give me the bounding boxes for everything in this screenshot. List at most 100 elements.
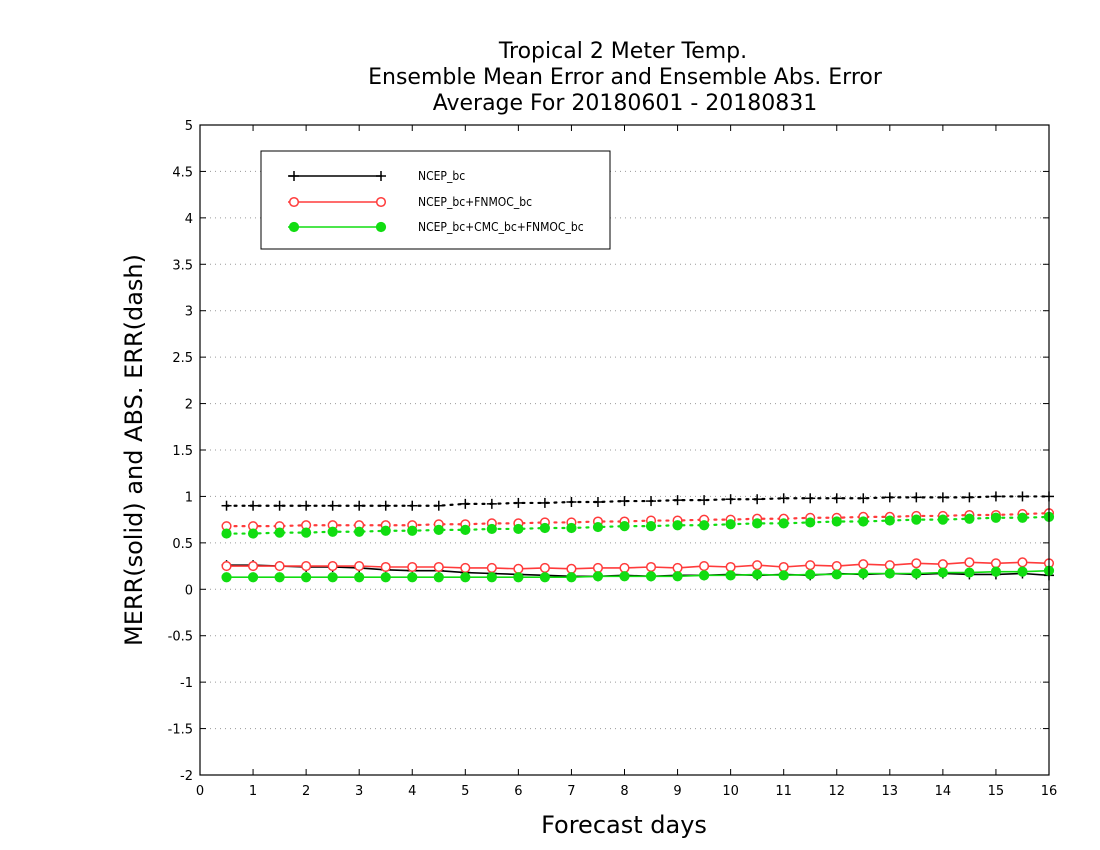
legend-label: NCEP_bc+CMC_bc+FNMOC_bc [418,220,584,234]
x-axis: 0 1 2 3 4 5 6 7 8 9 10 11 12 13 14 15 16 [196,125,1057,799]
legend-marker [288,221,300,233]
y-tick-label: -2 [180,769,193,784]
x-tick-label: 15 [988,784,1005,799]
y-tick-label: 2.5 [172,351,193,366]
abs-err-line [225,512,1051,528]
merr-point [1017,557,1028,568]
merr-point [407,561,418,573]
y-tick-label: 0 [185,583,193,598]
abs-err-point [990,491,1001,502]
legend-entry: NCEP_bc [288,169,465,183]
merr-point [725,561,736,573]
legend: NCEP_bc NCEP_bc+FNMOC_bc NCEP_bc+CMC_bc+FN… [260,150,611,250]
y-tick-label: 3 [185,305,193,320]
abs-err-point [646,496,657,507]
merr-point [407,572,418,583]
abs-err-point [725,494,736,505]
merr-point [937,567,948,578]
merr-point [592,562,604,573]
abs-err-point [831,516,842,527]
merr-point [433,561,444,573]
abs-err-line [225,515,1051,535]
y-tick-label: 3.5 [172,258,193,273]
abs-err-point [964,513,975,524]
abs-err-point [513,523,524,535]
merr-line [226,569,1050,579]
merr-point [884,568,895,579]
merr-point [327,572,338,583]
merr-point [858,559,869,570]
abs-err-point [592,521,604,533]
abs-err-point [513,497,524,508]
abs-err-point [911,492,922,503]
y-axis-label: MERR(solid) and ABS. ERR(dash) [120,254,148,646]
series-abs-err-0 [221,491,1054,511]
y-tick-label: 4 [185,212,193,227]
y-tick-label: -0.5 [168,630,193,645]
x-tick-label: 16 [1041,784,1058,799]
x-tick-label: 0 [196,784,204,799]
merr-point [725,570,736,581]
title-line-2: Ensemble Mean Error and Ensemble Abs. Er… [368,65,883,90]
x-tick-label: 10 [722,784,739,799]
merr-point [964,557,975,568]
merr-point [460,572,471,583]
series-merr-1 [221,557,1055,574]
x-tick-label: 8 [620,784,628,799]
abs-err-point [1017,512,1028,523]
y-tick-label: 2 [185,398,193,413]
plot-area [221,491,1055,583]
merr-point [486,562,497,573]
abs-err-point [407,525,418,536]
abs-err-point [831,493,842,504]
legend-marker [375,221,387,233]
x-tick-label: 3 [355,784,363,799]
merr-point [539,572,551,583]
legend-box [260,150,611,250]
merr-point [990,566,1002,577]
abs-err-point [619,496,630,507]
abs-err-point [460,524,471,535]
legend-label: NCEP_bc+FNMOC_bc [418,195,532,209]
title-line-3: Average For 20180601 - 20180831 [433,91,818,116]
merr-point [752,560,763,571]
abs-err-point [486,498,497,509]
abs-err-point [248,500,259,511]
y-tick-label: -1.5 [168,723,193,738]
abs-err-point [990,512,1002,523]
abs-err-point [858,493,869,504]
abs-err-point [858,516,869,527]
abs-err-point [327,526,338,537]
abs-err-point [1017,491,1028,502]
title-line-1: Tropical 2 Meter Temp. [498,39,747,64]
merr-point [380,561,391,573]
merr-point [247,572,259,583]
merr-point [645,561,657,573]
abs-err-point [486,523,497,535]
merr-point [513,563,524,574]
merr-point [990,558,1001,569]
y-tick-label: 4.5 [172,165,193,180]
merr-point [380,572,391,583]
merr-point [460,562,471,573]
x-tick-label: 4 [408,784,416,799]
abs-err-point [221,500,232,511]
abs-err-point [752,494,763,505]
abs-err-point [301,527,312,538]
merr-point [592,571,604,582]
merr-point [1017,566,1028,577]
x-tick-label: 9 [673,784,681,799]
legend-marker [288,196,300,208]
legend-entry: NCEP_bc+FNMOC_bc [288,195,532,209]
x-tick-label: 1 [249,784,257,799]
merr-point [513,572,524,583]
abs-err-point [566,522,577,534]
merr-point [619,571,630,582]
abs-err-point [247,528,259,539]
abs-err-point [433,524,444,535]
merr-point [858,568,869,579]
abs-err-point [566,497,577,507]
merr-point [248,561,259,572]
abs-err-point [672,520,683,531]
